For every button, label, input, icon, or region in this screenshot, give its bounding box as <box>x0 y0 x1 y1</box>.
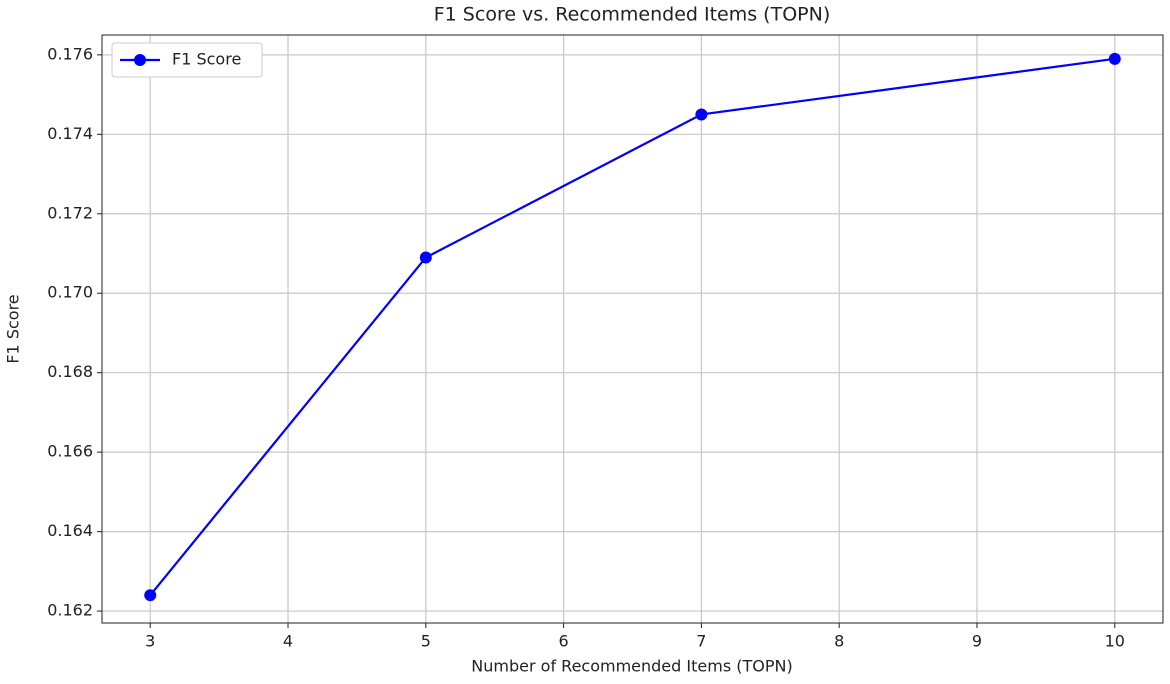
x-tick-label: 4 <box>283 632 293 651</box>
x-tick-label: 8 <box>834 632 844 651</box>
x-tick-label: 6 <box>559 632 569 651</box>
plot-frame <box>101 34 1164 624</box>
x-axis-label: Number of Recommended Items (TOPN) <box>471 657 792 676</box>
y-tick-label: 0.176 <box>47 44 93 63</box>
x-tick-label: 3 <box>145 632 155 651</box>
data-line <box>149 57 1115 596</box>
data-point <box>144 589 157 602</box>
x-tick-label: 10 <box>1105 632 1125 651</box>
y-tick-label: 0.166 <box>47 442 93 461</box>
legend-box <box>111 42 263 78</box>
data-point <box>419 251 432 264</box>
legend-label: F1 Score <box>172 50 241 69</box>
y-axis-label: F1 Score <box>4 294 23 363</box>
y-tick-label: 0.162 <box>47 601 93 620</box>
y-tick-label: 0.174 <box>47 124 93 143</box>
y-tick-label: 0.168 <box>47 362 93 381</box>
data-point <box>1108 52 1121 65</box>
y-tick-label: 0.164 <box>47 521 93 540</box>
data-point <box>695 108 708 121</box>
chart-title: F1 Score vs. Recommended Items (TOPN) <box>434 4 831 26</box>
x-tick-label: 9 <box>972 632 982 651</box>
legend: F1 Score <box>111 42 263 78</box>
x-tick-label: 7 <box>696 632 706 651</box>
legend-marker <box>134 54 146 66</box>
y-tick-label: 0.170 <box>47 283 93 302</box>
y-tick-label: 0.172 <box>47 203 93 222</box>
x-tick-label: 5 <box>421 632 431 651</box>
